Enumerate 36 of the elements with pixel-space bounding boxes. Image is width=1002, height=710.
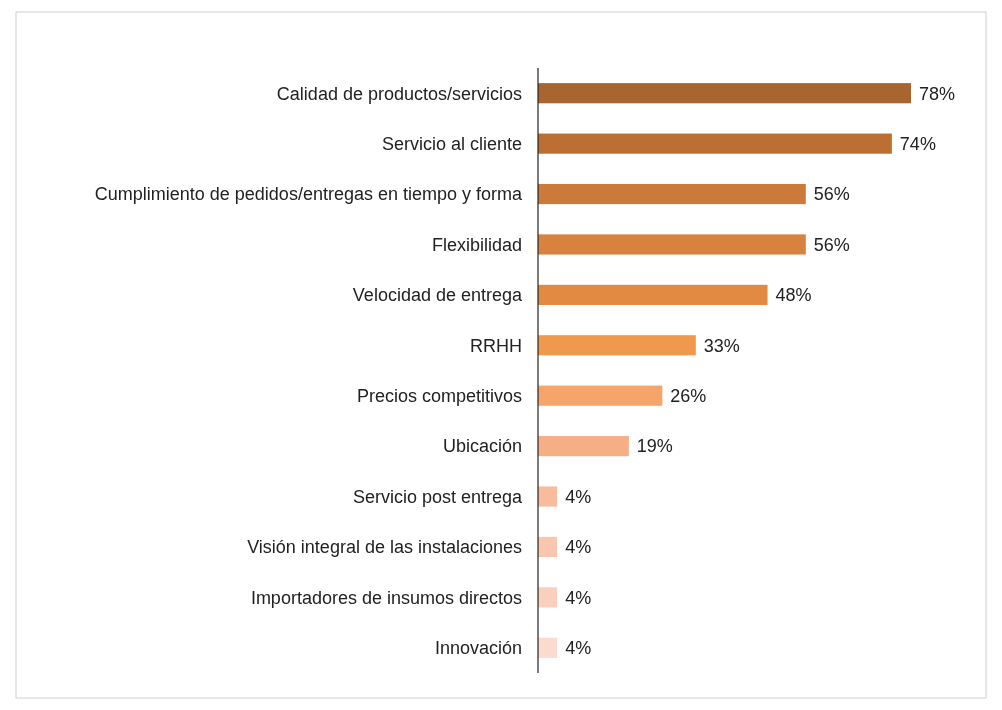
- bar: [538, 284, 768, 305]
- data-label: 4%: [565, 638, 592, 659]
- y-tick-label: Servicio al cliente: [381, 133, 522, 154]
- bar: [538, 234, 806, 255]
- y-tick-label: Visión integral de las instalaciones: [247, 537, 522, 558]
- bar: [538, 486, 558, 507]
- bar: [538, 183, 806, 205]
- data-label: 4%: [565, 587, 592, 608]
- bar: [538, 335, 696, 356]
- data-label: 48%: [775, 285, 812, 306]
- y-tick-label: Importadores de insumos directos: [250, 587, 522, 608]
- data-label: 4%: [565, 486, 592, 507]
- y-tick-label: RRHH: [470, 335, 522, 356]
- data-label: 26%: [670, 386, 707, 407]
- y-tick-label: Cumplimiento de pedidos/entregas en tiempo y forma: [94, 184, 523, 205]
- y-tick-label: Velocidad de entrega: [352, 285, 523, 306]
- y-tick-label: Innovación: [434, 638, 522, 659]
- data-label: 4%: [565, 537, 592, 558]
- data-label: 78%: [919, 83, 956, 104]
- bar: [538, 133, 892, 154]
- y-tick-label: Flexibilidad: [431, 234, 522, 255]
- y-tick-label: Calidad de productos/servicios: [276, 83, 522, 104]
- data-label: 56%: [813, 184, 850, 205]
- bar: [538, 83, 911, 104]
- bar: [538, 587, 558, 608]
- y-tick-label: Servicio post entrega: [352, 486, 523, 507]
- bar: [538, 385, 663, 406]
- data-label: 56%: [813, 234, 850, 255]
- y-tick-label: Ubicación: [442, 436, 522, 457]
- bar: [538, 637, 558, 658]
- data-label: 74%: [899, 133, 936, 154]
- bar: [538, 436, 629, 457]
- data-label: 19%: [636, 436, 673, 457]
- bar: [538, 536, 558, 558]
- data-label: 33%: [703, 335, 740, 356]
- y-tick-label: Precios competitivos: [356, 386, 522, 407]
